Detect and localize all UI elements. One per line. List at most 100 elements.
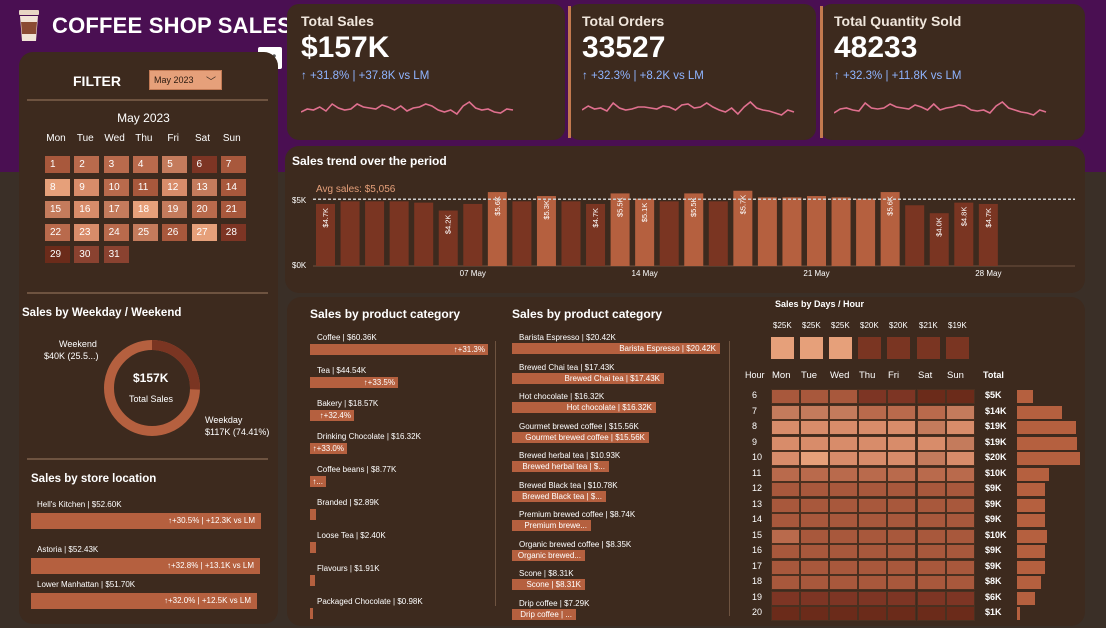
calendar-day[interactable]: 9: [74, 178, 100, 196]
calendar-day[interactable]: 23: [74, 223, 100, 241]
category-bar[interactable]: [310, 575, 315, 586]
heatmap-cell: [946, 544, 975, 559]
hour-total-bar: [1017, 421, 1076, 434]
heatmap-cell: [829, 435, 858, 451]
calendar-day[interactable]: 20: [191, 201, 217, 218]
category-bar[interactable]: ↑+32.4%: [310, 410, 354, 421]
trend-bar: [635, 198, 655, 266]
calendar-day[interactable]: 30: [74, 246, 100, 263]
heatmap-cell: [917, 420, 946, 435]
heatmap-cell: [800, 497, 829, 513]
calendar-day[interactable]: 10: [103, 178, 129, 196]
heatmap-day-total: $21K: [919, 321, 938, 330]
calendar-day[interactable]: 6: [191, 156, 217, 173]
heatmap-cell: [858, 435, 887, 451]
calendar-day[interactable]: 7: [220, 156, 246, 173]
calendar-day[interactable]: 12: [162, 178, 188, 196]
calendar-day[interactable]: 26: [162, 223, 188, 241]
category-bar[interactable]: ↑+31.3%: [310, 344, 488, 355]
heatmap-cell: [946, 451, 975, 466]
product-bar[interactable]: Drip coffee | ...: [512, 608, 576, 620]
heatmap-hour-total: $20K: [985, 452, 1007, 462]
heatmap-hour-label: 8: [752, 421, 758, 431]
calendar-day[interactable]: 11: [132, 178, 158, 196]
calendar-day[interactable]: 19: [162, 201, 188, 218]
calendar-day[interactable]: 28: [220, 223, 246, 241]
category-bar[interactable]: [310, 509, 316, 520]
category-bar[interactable]: ↑+33.5%: [310, 377, 398, 388]
hour-total-bar: [1017, 498, 1045, 512]
product-label: Brewed Chai tea | $17.43K: [519, 362, 615, 372]
heatmap-cell: [829, 559, 858, 575]
calendar-day[interactable]: 24: [103, 223, 129, 241]
product-bar[interactable]: Premium brewe...: [512, 520, 591, 531]
y-tick-label: $5K: [292, 196, 307, 205]
trend-bar: [978, 203, 998, 266]
calendar-day[interactable]: 15: [45, 201, 70, 218]
heatmap-cell: [771, 404, 800, 420]
trend-bar: [512, 201, 532, 266]
calendar-day[interactable]: 8: [45, 178, 70, 196]
divider: [27, 458, 268, 460]
heatmap-cell: [800, 590, 829, 606]
calendar-day[interactable]: 16: [74, 201, 100, 218]
calendar-day[interactable]: 4: [132, 156, 158, 173]
heatmap-cell: [800, 451, 829, 466]
dashboard-title: COFFEE SHOP SALES: [52, 13, 293, 38]
calendar-day[interactable]: 21: [220, 201, 246, 218]
sparkline-line: [834, 100, 1047, 116]
heatmap-day-total: $20K: [860, 321, 879, 330]
category-bar[interactable]: [310, 608, 313, 619]
calendar-day[interactable]: 27: [191, 223, 217, 241]
category-bar[interactable]: ↑+33.0%: [310, 443, 347, 454]
month-dropdown[interactable]: May 2023 ﹀: [149, 70, 222, 90]
heatmap-cell: [829, 482, 858, 497]
month-dropdown-value: May 2023: [154, 75, 194, 85]
heatmap-day-header: Tue: [801, 370, 818, 381]
heatmap-day-header: Thu: [859, 370, 876, 381]
calendar-day[interactable]: 25: [132, 223, 158, 241]
calendar-day[interactable]: 2: [74, 156, 100, 173]
heatmap-hour-label: 16: [752, 545, 763, 555]
divider: [27, 292, 268, 294]
product-bar[interactable]: Barista Espresso | $20.42K: [512, 343, 720, 354]
product-bar[interactable]: Gourmet brewed coffee | $15.56K: [512, 431, 649, 443]
calendar-day[interactable]: 17: [103, 201, 129, 218]
heatmap-hour-label: 9: [752, 436, 758, 447]
heatmap-hour-total: $5K: [985, 390, 1002, 400]
calendar-day[interactable]: 3: [103, 156, 129, 173]
calendar-day[interactable]: 1: [45, 156, 70, 173]
product-bar[interactable]: Organic brewed...: [512, 549, 585, 561]
calendar-day[interactable]: 18: [132, 201, 158, 218]
calendar-day[interactable]: 31: [103, 246, 129, 263]
trend-bar: [929, 213, 949, 266]
calendar-dow: Mon: [46, 133, 66, 144]
heatmap-cell: [917, 590, 946, 606]
heatmap-day-header: Sun: [947, 370, 964, 381]
coffee-cup-icon: [19, 10, 39, 41]
heatmap-cell: [858, 420, 887, 435]
product-bar[interactable]: Brewed Chai tea | $17.43K: [512, 372, 664, 384]
calendar-day[interactable]: 14: [220, 178, 246, 196]
product-bar[interactable]: Brewed Black tea | $...: [512, 490, 606, 502]
category-bar[interactable]: [310, 542, 316, 553]
category-bar[interactable]: ↑...: [310, 476, 326, 487]
avg-sales-label: Avg sales: $5,056: [316, 184, 396, 195]
trend-bar: [880, 192, 900, 266]
heatmap-cell: [917, 389, 946, 404]
heatmap-hour-total: $14K: [985, 405, 1007, 416]
calendar-day[interactable]: 5: [162, 156, 188, 173]
product-label: Brewed Black tea | $10.78K: [519, 480, 618, 490]
product-bar[interactable]: Brewed herbal tea | $...: [512, 461, 609, 472]
store-bar[interactable]: ↑+32.0% | +12.5K vs LM: [31, 593, 257, 609]
store-bar[interactable]: ↑+30.5% | +12.3K vs LM: [31, 513, 261, 529]
store-bar[interactable]: ↑+32.8% | +13.1K vs LM: [31, 558, 260, 574]
heatmap-hour-total: $9K: [985, 483, 1002, 493]
calendar-day[interactable]: 22: [45, 223, 70, 241]
calendar-day[interactable]: 13: [191, 178, 217, 196]
calendar-day[interactable]: 29: [45, 246, 70, 263]
heatmap-cell: [771, 513, 800, 528]
heatmap-cell: [858, 497, 887, 513]
product-bar[interactable]: Hot chocolate | $16.32K: [512, 402, 656, 413]
product-bar[interactable]: Scone | $8.31K: [512, 579, 585, 590]
